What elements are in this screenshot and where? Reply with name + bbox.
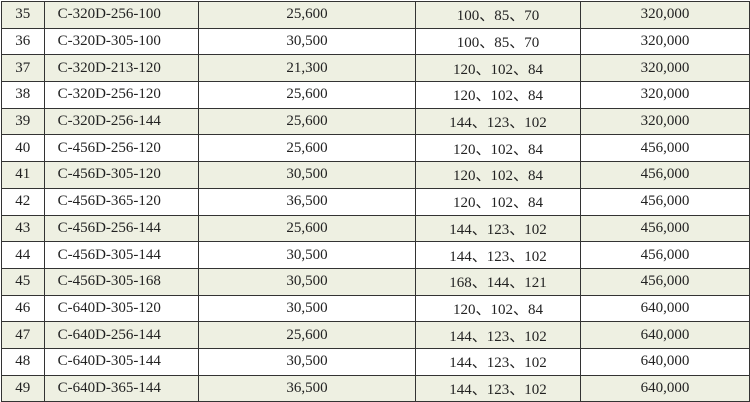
table-row: 41 C-456D-305-120 30,500 120、102、84 456,000 bbox=[1, 161, 750, 189]
sizes-cell: 120、102、84 bbox=[415, 134, 581, 163]
row-number: 47 bbox=[1, 321, 45, 349]
table-row: 39 C-320D-256-144 25,600 144、123、102 320,000 bbox=[1, 107, 750, 136]
price-cell: 456,000 bbox=[579, 134, 750, 163]
width-cell: 25,600 bbox=[197, 81, 417, 109]
row-number: 40 bbox=[1, 134, 45, 163]
sizes-cell: 144、123、102 bbox=[415, 107, 581, 136]
price-cell: 456,000 bbox=[579, 187, 750, 216]
price-cell: 320,000 bbox=[579, 81, 750, 109]
table-row: 37 C-320D-213-120 21,300 120、102、84 320,000 bbox=[1, 54, 750, 83]
price-cell: 320,000 bbox=[579, 27, 750, 56]
model-cell: C-320D-256-100 bbox=[43, 1, 199, 29]
sizes-cell: 120、102、84 bbox=[415, 294, 581, 323]
model-cell: C-320D-213-120 bbox=[43, 54, 199, 83]
table-row: 45 C-456D-305-168 30,500 168、144、121 456,000 bbox=[1, 267, 750, 296]
width-cell: 25,600 bbox=[197, 214, 417, 243]
price-cell: 640,000 bbox=[579, 294, 750, 323]
table-row: 35 C-320D-256-100 25,600 100、85、70 320,000 bbox=[1, 1, 750, 29]
table-row: 46 C-640D-305-120 30,500 120、102、84 640,000 bbox=[1, 294, 750, 323]
model-cell: C-640D-305-120 bbox=[43, 294, 199, 323]
row-number: 39 bbox=[1, 107, 45, 136]
model-cell: C-320D-256-120 bbox=[43, 81, 199, 109]
width-cell: 30,500 bbox=[197, 27, 417, 56]
price-cell: 456,000 bbox=[579, 214, 750, 243]
sizes-cell: 144、123、102 bbox=[415, 374, 581, 402]
width-cell: 30,500 bbox=[197, 347, 417, 376]
width-cell: 30,500 bbox=[197, 294, 417, 323]
model-cell: C-640D-256-144 bbox=[43, 321, 199, 349]
row-number: 48 bbox=[1, 347, 45, 376]
sizes-cell: 100、85、70 bbox=[415, 1, 581, 29]
width-cell: 25,600 bbox=[197, 1, 417, 29]
price-cell: 456,000 bbox=[579, 267, 750, 296]
table-row: 36 C-320D-305-100 30,500 100、85、70 320,000 bbox=[1, 27, 750, 56]
table-row: 49 C-640D-365-144 36,500 144、123、102 640,000 bbox=[1, 374, 750, 402]
model-cell: C-640D-305-144 bbox=[43, 347, 199, 376]
row-number: 43 bbox=[1, 214, 45, 243]
width-cell: 25,600 bbox=[197, 134, 417, 163]
row-number: 36 bbox=[1, 27, 45, 56]
width-cell: 25,600 bbox=[197, 321, 417, 349]
price-cell: 456,000 bbox=[579, 241, 750, 269]
width-cell: 36,500 bbox=[197, 187, 417, 216]
model-cell: C-456D-305-168 bbox=[43, 267, 199, 296]
row-number: 35 bbox=[1, 1, 45, 29]
sizes-cell: 120、102、84 bbox=[415, 187, 581, 216]
row-number: 44 bbox=[1, 241, 45, 269]
sizes-cell: 144、123、102 bbox=[415, 321, 581, 349]
table-row: 40 C-456D-256-120 25,600 120、102、84 456,000 bbox=[1, 134, 750, 163]
price-cell: 320,000 bbox=[579, 54, 750, 83]
width-cell: 30,500 bbox=[197, 161, 417, 189]
model-cell: C-456D-365-120 bbox=[43, 187, 199, 216]
width-cell: 30,500 bbox=[197, 267, 417, 296]
table-row: 42 C-456D-365-120 36,500 120、102、84 456,000 bbox=[1, 187, 750, 216]
width-cell: 30,500 bbox=[197, 241, 417, 269]
sizes-cell: 100、85、70 bbox=[415, 27, 581, 56]
model-cell: C-456D-256-120 bbox=[43, 134, 199, 163]
price-cell: 320,000 bbox=[579, 107, 750, 136]
row-number: 45 bbox=[1, 267, 45, 296]
row-number: 42 bbox=[1, 187, 45, 216]
model-cell: C-320D-305-100 bbox=[43, 27, 199, 56]
table-row: 38 C-320D-256-120 25,600 120、102、84 320,000 bbox=[1, 81, 750, 109]
sizes-cell: 120、102、84 bbox=[415, 161, 581, 189]
price-cell: 320,000 bbox=[579, 1, 750, 29]
sizes-cell: 120、102、84 bbox=[415, 54, 581, 83]
row-number: 37 bbox=[1, 54, 45, 83]
table-row: 43 C-456D-256-144 25,600 144、123、102 456,000 bbox=[1, 214, 750, 243]
row-number: 49 bbox=[1, 374, 45, 402]
row-number: 41 bbox=[1, 161, 45, 189]
sizes-cell: 144、123、102 bbox=[415, 214, 581, 243]
price-cell: 640,000 bbox=[579, 374, 750, 402]
sizes-cell: 144、123、102 bbox=[415, 241, 581, 269]
sizes-cell: 144、123、102 bbox=[415, 347, 581, 376]
row-number: 46 bbox=[1, 294, 45, 323]
width-cell: 36,500 bbox=[197, 374, 417, 402]
model-cell: C-456D-305-144 bbox=[43, 241, 199, 269]
model-cell: C-456D-256-144 bbox=[43, 214, 199, 243]
table-row: 44 C-456D-305-144 30,500 144、123、102 456,000 bbox=[1, 241, 750, 269]
price-cell: 640,000 bbox=[579, 347, 750, 376]
width-cell: 21,300 bbox=[197, 54, 417, 83]
table-row: 47 C-640D-256-144 25,600 144、123、102 640,000 bbox=[1, 321, 750, 349]
model-cell: C-456D-305-120 bbox=[43, 161, 199, 189]
price-cell: 456,000 bbox=[579, 161, 750, 189]
model-cell: C-640D-365-144 bbox=[43, 374, 199, 402]
price-cell: 640,000 bbox=[579, 321, 750, 349]
sizes-cell: 168、144、121 bbox=[415, 267, 581, 296]
sizes-cell: 120、102、84 bbox=[415, 81, 581, 109]
width-cell: 25,600 bbox=[197, 107, 417, 136]
table-row: 48 C-640D-305-144 30,500 144、123、102 640,000 bbox=[1, 347, 750, 376]
model-cell: C-320D-256-144 bbox=[43, 107, 199, 136]
row-number: 38 bbox=[1, 81, 45, 109]
